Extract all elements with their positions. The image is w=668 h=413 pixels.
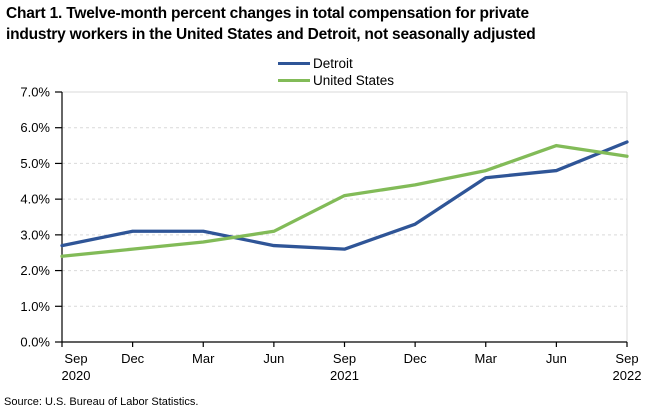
chart-title-line-2: industry workers in the United States an… (6, 26, 536, 43)
y-tick-label: 7.0% (20, 85, 50, 100)
chart-title: Chart 1. Twelve-month percent changes in… (6, 3, 666, 45)
y-tick-label: 2.0% (20, 263, 50, 278)
y-tick-label: 6.0% (20, 120, 50, 135)
detroit-line-swatch-icon (278, 61, 310, 66)
source-note: Source: U.S. Bureau of Labor Statistics. (4, 396, 199, 408)
detroit-series-line (60, 140, 629, 251)
x-tick-label: Jun (546, 351, 567, 366)
y-tick-label: 1.0% (20, 299, 50, 314)
x-tick-year-label: 2021 (330, 368, 359, 383)
x-tick-label: Mar (475, 351, 498, 366)
legend-item-detroit: Detroit (278, 55, 394, 72)
chart-title-line-1: Chart 1. Twelve-month percent changes in… (6, 5, 529, 22)
y-tick-label: 4.0% (20, 192, 50, 207)
x-tick-label: Sep (64, 351, 87, 366)
y-tick-label: 5.0% (20, 156, 50, 171)
x-tick-year-label: 2020 (62, 368, 91, 383)
x-tick-year-label: 2022 (613, 368, 642, 383)
united-states-line-swatch-icon (278, 78, 310, 83)
x-tick-label: Dec (404, 351, 428, 366)
legend: Detroit United States (278, 55, 394, 89)
y-tick-label: 0.0% (20, 335, 50, 350)
legend-label-united-states: United States (313, 73, 395, 88)
x-tick-label: Jun (263, 351, 284, 366)
x-tick-label: Sep (333, 351, 356, 366)
legend-item-united-states: United States (278, 72, 394, 89)
x-tick-label: Mar (192, 351, 215, 366)
legend-label-detroit: Detroit (313, 56, 353, 71)
y-tick-label: 3.0% (20, 227, 50, 242)
united-states-series-line (60, 143, 629, 258)
x-tick-label: Sep (615, 351, 638, 366)
x-tick-label: Dec (121, 351, 145, 366)
